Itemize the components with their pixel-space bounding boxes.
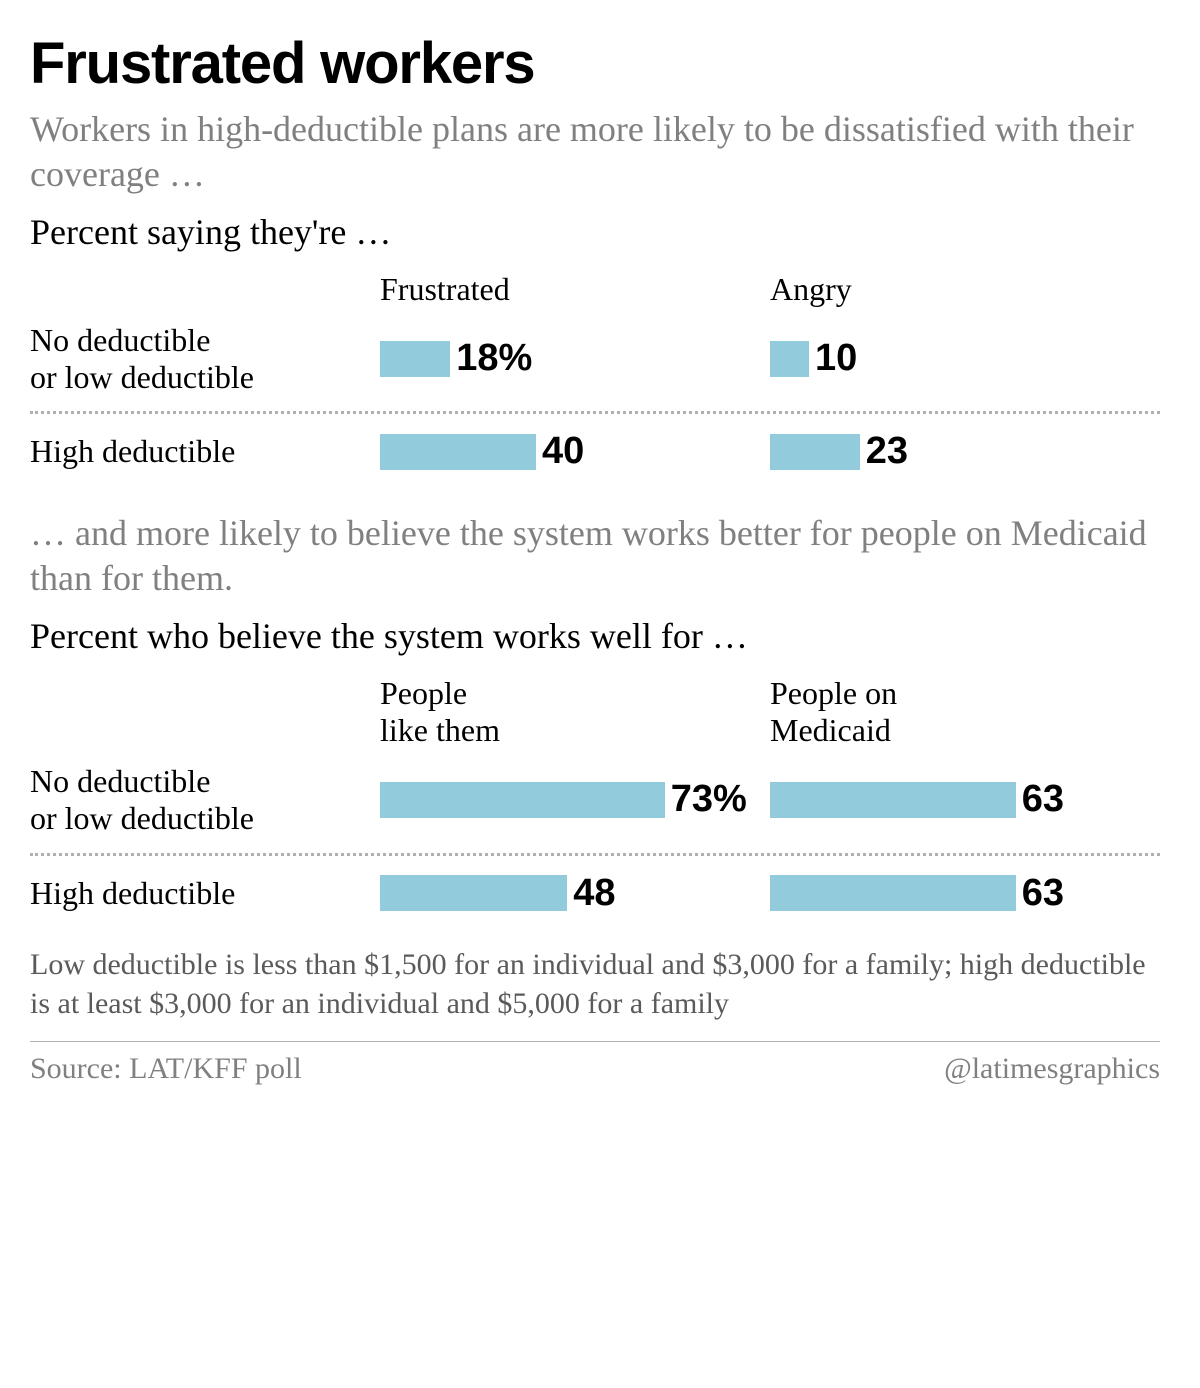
chart2-val-r0c1: 63 bbox=[1016, 778, 1064, 821]
chart2-row0-col1: 63 bbox=[770, 778, 1160, 821]
chart1-bar-r0c1 bbox=[770, 341, 809, 377]
chart2-val-r0c0: 73% bbox=[665, 778, 747, 821]
chart2-row1-col0: 48 bbox=[380, 872, 770, 915]
chart1-val-r1c1: 23 bbox=[860, 430, 908, 473]
chart1-divider bbox=[30, 411, 1160, 414]
chart1-row0-label: No deductible or low deductible bbox=[30, 322, 380, 396]
chart2-bar-r1c0 bbox=[380, 875, 567, 911]
chart2-col-header-0: People like them bbox=[380, 675, 770, 753]
chart1-subhead: Percent saying they're … bbox=[30, 211, 1160, 253]
chart1-row0-col1: 10 bbox=[770, 337, 1160, 380]
footer-rule bbox=[30, 1041, 1160, 1042]
chart2-bar-r0c0 bbox=[380, 782, 665, 818]
chart1-col-header-1: Angry bbox=[770, 271, 1160, 312]
chart1-col-header-0: Frustrated bbox=[380, 271, 770, 312]
chart1-grid: Frustrated Angry No deductible or low de… bbox=[30, 271, 1160, 473]
chart1-bar-r0c0 bbox=[380, 341, 450, 377]
chart1-val-r1c0: 40 bbox=[536, 430, 584, 473]
chart2-row0-label: No deductible or low deductible bbox=[30, 763, 380, 837]
chart2-bar-r1c1 bbox=[770, 875, 1016, 911]
chart2-col-header-1: People on Medicaid bbox=[770, 675, 1160, 753]
chart1-bar-r1c1 bbox=[770, 434, 860, 470]
chart2-row1-col1: 63 bbox=[770, 872, 1160, 915]
chart1-bar-r1c0 bbox=[380, 434, 536, 470]
chart2-row0-col0: 73% bbox=[380, 778, 770, 821]
chart2-val-r1c0: 48 bbox=[567, 872, 615, 915]
chart2-grid: People like them People on Medicaid No d… bbox=[30, 675, 1160, 914]
chart2-row1-label: High deductible bbox=[30, 875, 380, 912]
intro-text-2: … and more likely to believe the system … bbox=[30, 511, 1160, 601]
chart1-row0-col0: 18% bbox=[380, 337, 770, 380]
source-text: Source: LAT/KFF poll bbox=[30, 1052, 302, 1086]
chart1-row1-label: High deductible bbox=[30, 433, 380, 470]
chart1-val-r0c0: 18% bbox=[450, 337, 532, 380]
chart1-row1-col0: 40 bbox=[380, 430, 770, 473]
chart2-subhead: Percent who believe the system works wel… bbox=[30, 615, 1160, 657]
footnote: Low deductible is less than $1,500 for a… bbox=[30, 945, 1160, 1023]
footer-row: Source: LAT/KFF poll @latimesgraphics bbox=[30, 1052, 1160, 1086]
chart2-val-r1c1: 63 bbox=[1016, 872, 1064, 915]
intro-text-1: Workers in high-deductible plans are mor… bbox=[30, 107, 1160, 197]
chart2-divider bbox=[30, 853, 1160, 856]
chart1-row1-col1: 23 bbox=[770, 430, 1160, 473]
chart-title: Frustrated workers bbox=[30, 30, 1160, 97]
credit-text: @latimesgraphics bbox=[944, 1052, 1160, 1086]
chart2-bar-r0c1 bbox=[770, 782, 1016, 818]
chart1-val-r0c1: 10 bbox=[809, 337, 857, 380]
